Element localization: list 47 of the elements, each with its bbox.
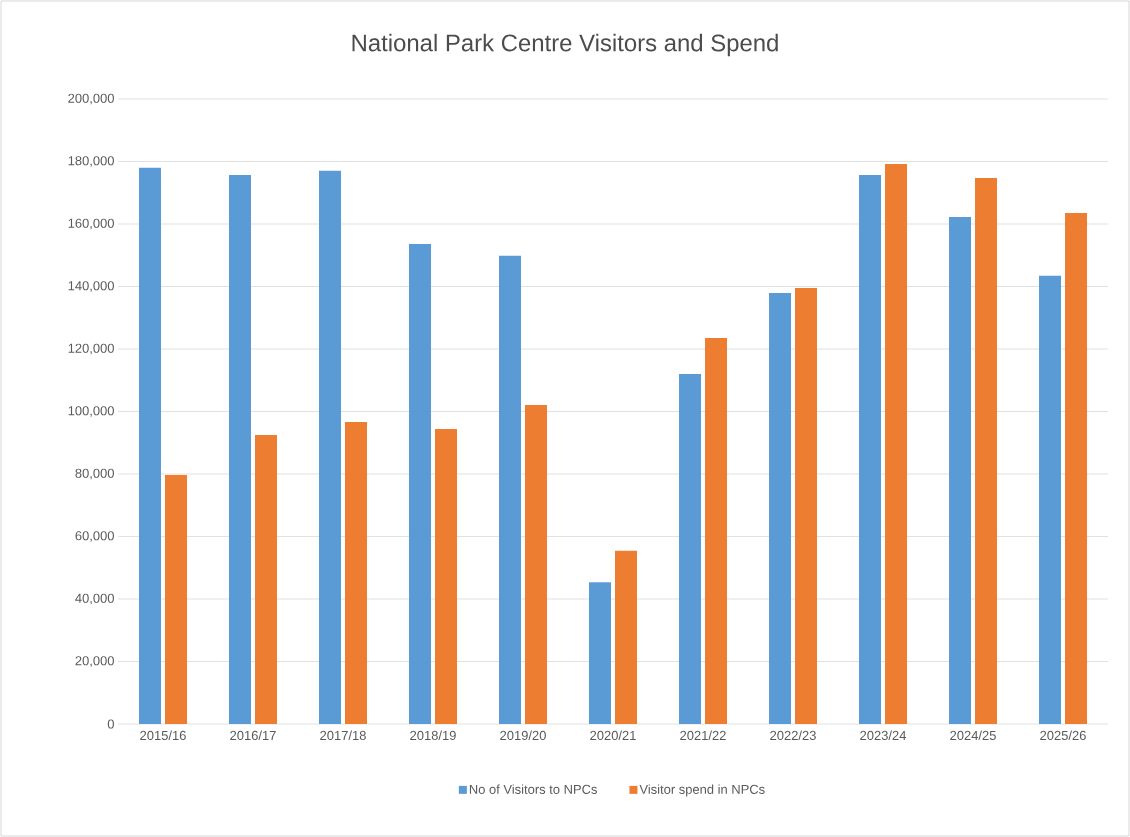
x-tick-label: 2016/17 [230, 730, 276, 741]
bar [769, 293, 792, 724]
bar [435, 429, 457, 724]
bar [949, 217, 972, 724]
bar [409, 243, 431, 724]
y-tick-label: 0 [107, 719, 114, 729]
y-tick-label: 60,000 [75, 531, 114, 542]
y-tick-label: 160,000 [68, 218, 114, 230]
bar [1065, 213, 1088, 724]
y-tick-label: 20,000 [75, 656, 114, 667]
bar [165, 474, 187, 724]
bar [499, 255, 521, 724]
x-tick-label: 2018/19 [410, 730, 456, 741]
bar [795, 288, 818, 724]
y-tick-label: 100,000 [68, 406, 114, 417]
bar [139, 167, 161, 724]
bar [975, 178, 998, 724]
y-tick-label: 140,000 [68, 281, 114, 292]
bar [345, 422, 367, 724]
x-tick-label: 2017/18 [320, 730, 366, 741]
x-tick-label: 2021/22 [680, 730, 726, 741]
y-tick-label: 80,000 [75, 468, 114, 480]
bar [615, 550, 638, 724]
bar [1039, 275, 1062, 724]
bar [255, 434, 277, 724]
x-tick-label: 2019/20 [500, 730, 546, 741]
bar [679, 374, 702, 724]
y-tick-label: 180,000 [68, 156, 114, 167]
y-tick-label: 40,000 [75, 593, 114, 605]
x-tick-label: 2024/25 [950, 730, 996, 741]
bar [859, 174, 882, 724]
legend-label: No of Visitors to NPCs [469, 784, 597, 794]
bar [319, 170, 341, 724]
y-tick-label: 200,000 [68, 93, 114, 105]
legend-label: Visitor spend in NPCs [639, 784, 765, 797]
bar [229, 174, 251, 724]
x-tick-label: 2022/23 [770, 730, 816, 741]
bar [589, 582, 611, 724]
x-tick-label: 2020/21 [590, 730, 636, 741]
bar [525, 404, 547, 724]
x-tick-label: 2023/24 [860, 730, 907, 741]
y-tick-label: 120,000 [68, 343, 114, 355]
x-tick-label: 2025/26 [1040, 730, 1086, 741]
chart-title: National Park Centre Visitors and Spend [352, 33, 778, 57]
bar [885, 163, 908, 724]
bar [705, 338, 728, 724]
x-tick-label: 2015/16 [140, 730, 186, 741]
